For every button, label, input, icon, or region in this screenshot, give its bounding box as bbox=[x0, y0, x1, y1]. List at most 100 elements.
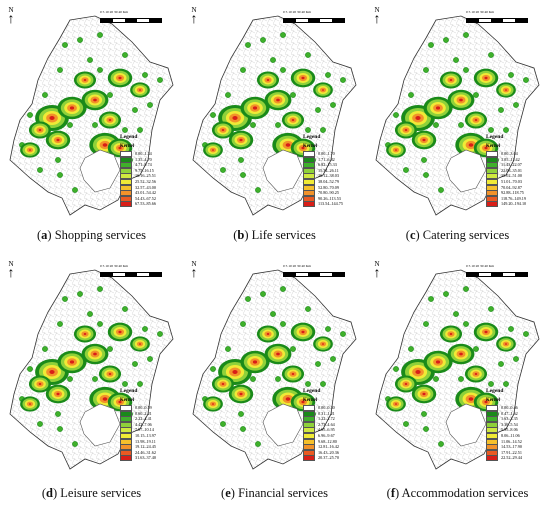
map-panel-3: N ↑ 0 5 10 20 30 40 Km Legend Kernel 0.00–3.0… bbox=[366, 0, 549, 254]
legend-range: 16.16–25.51 bbox=[135, 173, 156, 179]
density-spot bbox=[275, 376, 281, 382]
density-spot bbox=[305, 127, 311, 133]
density-hotspot bbox=[301, 330, 305, 334]
legend-swatch bbox=[120, 427, 132, 434]
legend-swatch bbox=[120, 405, 132, 412]
scale-bar: 0 5 10 20 30 40 Km bbox=[466, 10, 538, 24]
density-spot bbox=[280, 286, 286, 292]
density-spot bbox=[423, 172, 429, 178]
legend-range: 17.91–22.51 bbox=[501, 449, 522, 455]
density-hotspot bbox=[422, 138, 426, 142]
legend-range: 0.00–3.04 bbox=[501, 150, 518, 156]
density-spot bbox=[67, 376, 73, 382]
density-spot bbox=[408, 346, 414, 352]
density-spot bbox=[453, 57, 459, 63]
density-hotspot bbox=[49, 116, 55, 120]
legend-item: 2.22–4.41 bbox=[120, 416, 156, 423]
legend-range: 3.36–5.54 bbox=[501, 421, 518, 427]
density-spot bbox=[42, 346, 48, 352]
density-spot bbox=[92, 376, 98, 382]
legend-swatch bbox=[486, 201, 498, 208]
legend-range: 7.07–10.14 bbox=[135, 427, 154, 433]
density-spot bbox=[513, 102, 519, 108]
legend-item: 6.96–9.67 bbox=[303, 433, 339, 440]
density-hotspot bbox=[484, 76, 488, 80]
density-spot bbox=[473, 346, 479, 352]
legend-range: 70.80–90.25 bbox=[318, 190, 339, 196]
legend-item: 26.12–38.03 bbox=[303, 173, 343, 180]
density-spot bbox=[488, 306, 494, 312]
density-spot bbox=[97, 286, 103, 292]
legend-swatch bbox=[120, 201, 132, 208]
legend-title: Legend bbox=[486, 388, 504, 394]
legend-range: 0.31–1.21 bbox=[318, 410, 335, 416]
scale-bar: 0 5 10 20 30 40 Km bbox=[283, 10, 355, 24]
density-spot bbox=[463, 286, 469, 292]
density-spot bbox=[403, 421, 409, 427]
density-spot bbox=[157, 331, 163, 337]
legend-item: 0.00–1.34 bbox=[120, 151, 156, 158]
panel-caption: (b) Life services bbox=[233, 228, 316, 242]
density-hotspot bbox=[474, 119, 478, 121]
density-spot bbox=[488, 52, 494, 58]
legend-swatch bbox=[486, 410, 498, 417]
density-spot bbox=[255, 441, 261, 447]
region-boundary bbox=[376, 270, 539, 469]
density-hotspot bbox=[69, 106, 75, 110]
density-hotspot bbox=[459, 98, 463, 102]
density-spot bbox=[210, 366, 216, 372]
density-spot bbox=[122, 381, 128, 387]
legend-swatch bbox=[303, 449, 315, 456]
density-spot bbox=[62, 296, 68, 302]
legend-range: 2.22–4.41 bbox=[135, 416, 152, 422]
legend-title: Legend bbox=[486, 134, 504, 140]
density-hotspot bbox=[468, 143, 474, 147]
legend-range: 0.00–0.46 bbox=[501, 404, 518, 410]
legend-swatch bbox=[120, 179, 132, 186]
density-hotspot bbox=[435, 360, 441, 364]
density-spot bbox=[330, 356, 336, 362]
density-spot bbox=[97, 67, 103, 73]
legend-range: 20.37–25.70 bbox=[318, 455, 339, 461]
density-spot bbox=[463, 32, 469, 38]
density-spot bbox=[275, 122, 281, 128]
legend-item: 70.04–92.87 bbox=[486, 184, 526, 191]
density-hotspot bbox=[83, 333, 87, 335]
density-hotspot bbox=[211, 403, 215, 405]
panel-name: Financial services bbox=[238, 486, 328, 500]
panel-caption: (e) Financial services bbox=[221, 486, 328, 500]
legend-item: 10.15–13.97 bbox=[120, 433, 156, 440]
density-spot bbox=[37, 421, 43, 427]
legend-range: 31.63–37.40 bbox=[135, 455, 156, 461]
north-arrow-icon: N ↑ bbox=[373, 6, 381, 27]
legend-item: 0.00–0.30 bbox=[303, 405, 339, 412]
density-spot bbox=[57, 172, 63, 178]
density-hotspot bbox=[49, 370, 55, 374]
legend-range: 12.81–16.42 bbox=[318, 444, 339, 450]
legend-swatch bbox=[486, 162, 498, 169]
density-hotspot bbox=[468, 397, 474, 401]
panel-name: Accommodation services bbox=[401, 486, 529, 500]
legend-range: 1.71–6.82 bbox=[318, 156, 335, 162]
density-spot bbox=[27, 366, 33, 372]
panel-name: Shopping services bbox=[54, 228, 147, 242]
legend: Legend Kernel 0.00–0.46 0.47–1.62 1.63–3.35 3… bbox=[486, 388, 522, 462]
legend-item: 11.43–22.07 bbox=[486, 162, 526, 169]
density-spot bbox=[132, 107, 138, 113]
legend: Legend Kernel 0.00–0.59 0.60–2.21 2.22–4.41 4… bbox=[120, 388, 156, 462]
legend-range: 1.22–2.72 bbox=[318, 416, 335, 422]
density-hotspot bbox=[422, 392, 426, 396]
legend-title: Legend bbox=[120, 134, 138, 140]
density-spot bbox=[55, 157, 61, 163]
density-hotspot bbox=[28, 149, 32, 151]
legend-range: 4.42–7.06 bbox=[135, 421, 152, 427]
legend-swatch bbox=[486, 195, 498, 202]
density-hotspot bbox=[394, 403, 398, 405]
kernel-label: Kernel bbox=[303, 143, 318, 149]
density-hotspot bbox=[291, 119, 295, 121]
legend-swatch bbox=[486, 421, 498, 428]
legend-swatch bbox=[486, 184, 498, 191]
kernel-label: Kernel bbox=[303, 397, 318, 403]
density-spot bbox=[408, 92, 414, 98]
density-spot bbox=[225, 92, 231, 98]
